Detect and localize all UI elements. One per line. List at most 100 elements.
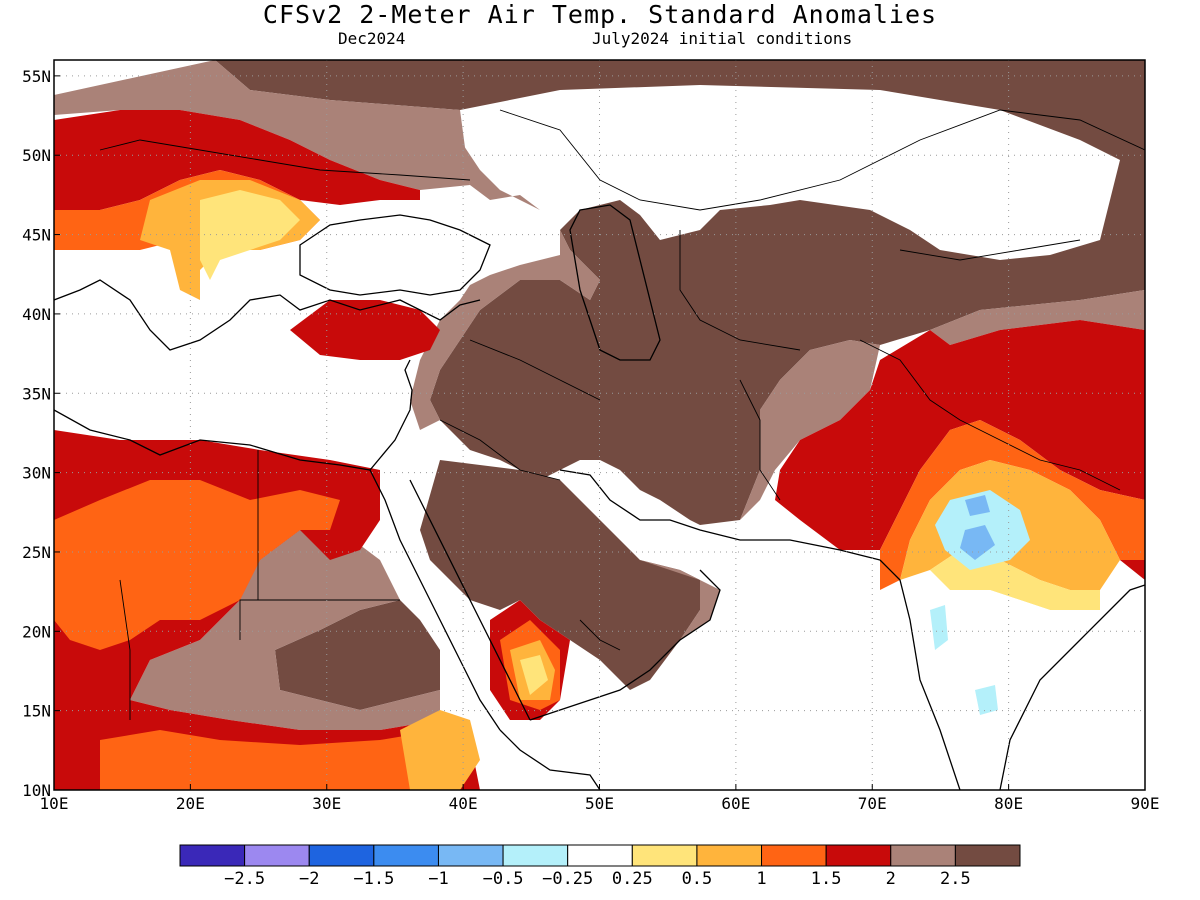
legend-swatch [825, 844, 892, 867]
legend-swatch [761, 844, 827, 867]
india-east-coast [999, 584, 1145, 790]
legend-colorbar [179, 844, 1021, 867]
anomaly-region-0.25-to-0.5 [200, 190, 300, 280]
anomaly-region-above-2.5 [420, 460, 700, 690]
mediterranean-coast [54, 359, 413, 471]
horn-of-africa-coast [499, 729, 601, 790]
target-month-label: Dec2024 [338, 29, 406, 48]
legend-swatch [244, 844, 310, 867]
legend-swatch [502, 844, 569, 867]
coastline-layer [54, 204, 1145, 790]
lat-tick-label: 25N [22, 543, 51, 562]
legend-label: 1 [756, 869, 766, 889]
lat-tick-label: 55N [22, 67, 51, 86]
lon-tick-label: 60E [721, 794, 750, 813]
lon-tick-label: 50E [585, 794, 614, 813]
legend-swatch [373, 844, 439, 867]
lon-tick-label: 70E [858, 794, 887, 813]
legend-label: 2.5 [940, 869, 971, 889]
legend-swatch [696, 844, 763, 867]
initial-conditions-label: July2024 initial conditions [592, 29, 853, 48]
caspian-sea-coast [569, 204, 661, 361]
anomaly-fill-layer [54, 60, 1145, 790]
country-border [469, 339, 601, 401]
latitude-tick-labels: 10N 15N 20N 25N 30N 35N 40N 45N 50N 55N [22, 67, 51, 800]
lon-tick-label: 10E [40, 794, 69, 813]
anomaly-region-1.5-to-2 [54, 110, 420, 210]
lat-tick-label: 20N [22, 622, 51, 641]
anomaly-region-2-to-2.5 [640, 560, 720, 640]
lat-tick-label: 30N [22, 464, 51, 483]
country-border [239, 450, 259, 640]
border-layer [99, 109, 1145, 720]
europe-south-coast [54, 279, 481, 351]
longitude-tick-labels: 10E 20E 30E 40E 50E 60E 70E 80E 90E [40, 794, 1160, 813]
legend-swatch [567, 844, 633, 867]
lat-tick-label: 35N [22, 384, 51, 403]
legend-swatch [437, 844, 504, 867]
country-border [439, 419, 561, 481]
anomaly-region-1-to-1.5 [54, 480, 340, 650]
country-border [499, 109, 1145, 211]
lat-tick-label: 50N [22, 146, 51, 165]
anomaly-region-1-to-1.5 [1100, 520, 1145, 560]
anomaly-region-1.5-to-2 [775, 320, 1145, 550]
lat-tick-label: 45N [22, 226, 51, 245]
tick-marks [53, 75, 1146, 791]
legend-label: −2.5 [224, 869, 265, 889]
lon-tick-label: 20E [176, 794, 205, 813]
legend-label: 2 [886, 869, 896, 889]
anomaly-region-1-to-1.5 [880, 420, 1145, 590]
red-sea-coast [369, 469, 501, 731]
anomaly-region-2-to-2.5 [740, 340, 880, 520]
persian-gulf-coast [559, 469, 881, 561]
country-border [119, 579, 131, 720]
anomaly-region-above-2.5 [275, 600, 440, 710]
chart-title: CFSv2 2-Meter Air Temp. Standard Anomali… [262, 0, 938, 29]
anomaly-region-0.25-to-0.5 [520, 655, 548, 695]
lon-tick-label: 40E [449, 794, 478, 813]
anomaly-region-0.5-to-1 [400, 710, 480, 790]
anomaly-region-above-2.5 [215, 60, 1145, 525]
anomaly-region-minus1-to-minus0.5 [965, 495, 990, 516]
anomaly-region-near-zero [900, 590, 1100, 790]
legend-label: 1.5 [811, 869, 842, 889]
legend-swatch [890, 844, 956, 867]
legend-label: 0.5 [682, 869, 713, 889]
lat-tick-label: 40N [22, 305, 51, 324]
legend-label: −0.25 [542, 869, 593, 889]
india-coast [879, 559, 961, 790]
lon-tick-label: 80E [994, 794, 1023, 813]
black-sea-coast [299, 214, 491, 296]
anomaly-region-minus0.5-to-minus0.25 [930, 605, 948, 650]
map-area [54, 60, 1145, 790]
legend-swatch [631, 844, 698, 867]
legend-label: −2 [299, 869, 319, 889]
lat-tick-label: 10N [22, 781, 51, 800]
country-border [99, 139, 471, 181]
anomaly-region-2-to-2.5 [54, 60, 470, 190]
legend-label: −1 [428, 869, 448, 889]
legend-label: −0.5 [483, 869, 524, 889]
lat-tick-label: 15N [22, 702, 51, 721]
country-border [679, 230, 801, 351]
arabian-coast [529, 569, 721, 721]
anomaly-region-2-to-2.5 [130, 530, 440, 730]
country-border [579, 619, 621, 651]
anomaly-region-2-to-2.5 [930, 290, 1145, 345]
legend-label: −1.5 [353, 869, 394, 889]
legend-swatch [308, 844, 375, 867]
legend-label: 0.25 [612, 869, 653, 889]
legend-labels: −2.5 −2 −1.5 −1 −0.5 −0.25 0.25 0.5 1 1.5 2 2.5 [224, 869, 971, 889]
legend-swatch [179, 844, 246, 867]
lon-tick-label: 30E [312, 794, 341, 813]
lon-tick-label: 90E [1131, 794, 1160, 813]
red-sea-coast-east [409, 479, 531, 721]
anomaly-region-1.5-to-2 [290, 300, 440, 360]
country-border [859, 339, 1121, 491]
country-border [739, 379, 781, 501]
country-border [899, 239, 1081, 261]
anomaly-region-minus1-to-minus0.5 [960, 525, 995, 560]
legend-swatch [954, 844, 1021, 867]
